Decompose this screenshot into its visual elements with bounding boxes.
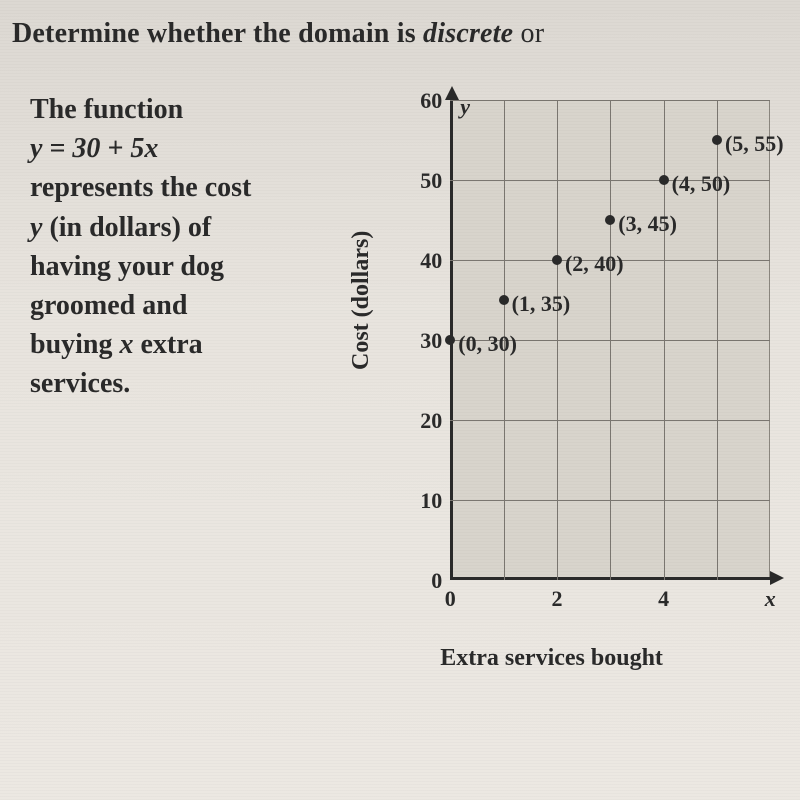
var-y: y	[30, 212, 42, 243]
problem-line-5: having your dog	[30, 247, 350, 286]
y-tick-label: 30	[402, 328, 442, 354]
problem-text: The function y = 30 + 5x represents the …	[12, 90, 350, 670]
y-tick-label: 20	[402, 408, 442, 434]
question-or: or	[513, 18, 544, 49]
problem-line-3: represents the cost	[30, 168, 350, 207]
x-axis-label: Extra services bought	[440, 645, 663, 672]
y-axis-arrow-icon	[445, 86, 459, 100]
y-tick-label: 50	[402, 168, 442, 194]
problem-equation: y = 30 + 5x	[30, 129, 350, 168]
question-discrete: discrete	[423, 18, 513, 49]
data-point	[605, 215, 615, 225]
question-text: Determine whether the domain is discrete…	[12, 18, 788, 50]
y-tick-label: 40	[402, 248, 442, 274]
data-point	[712, 135, 722, 145]
gridline-v	[610, 100, 611, 580]
data-point	[659, 175, 669, 185]
y-tick-label: 10	[402, 488, 442, 514]
problem-line-7: buying x extra	[30, 325, 350, 364]
data-point-label: (1, 35)	[512, 291, 571, 317]
x-tick-label: 4	[649, 586, 679, 612]
data-point-label: (3, 45)	[618, 211, 677, 237]
x-tick-label: 0	[435, 586, 465, 612]
x-tick-label: 2	[542, 586, 572, 612]
problem-line-4: y (in dollars) of	[30, 208, 350, 247]
y-axis-label: Cost (dollars)	[348, 231, 375, 370]
data-point	[445, 335, 455, 345]
content-row: The function y = 30 + 5x represents the …	[12, 90, 788, 670]
gridline-v	[664, 100, 665, 580]
data-point-label: (4, 50)	[672, 171, 731, 197]
y-axis-letter: y	[460, 94, 470, 120]
y-tick-label: 60	[402, 88, 442, 114]
var-x: x	[120, 329, 134, 360]
data-point-label: (2, 40)	[565, 251, 624, 277]
chart: Cost (dollars) Extra services bought y 0…	[360, 90, 788, 670]
problem-line-6: groomed and	[30, 286, 350, 325]
problem-line-4b: (in dollars) of	[42, 212, 211, 243]
x-axis-arrow-icon	[770, 571, 784, 585]
problem-line-8: services.	[30, 364, 350, 403]
data-point	[552, 255, 562, 265]
plot-area: y 0102030405060024x(0, 30)(1, 35)(2, 40)…	[450, 100, 770, 580]
problem-line-7a: buying	[30, 329, 120, 360]
data-point-label: (0, 30)	[458, 331, 517, 357]
data-point-label: (5, 55)	[725, 131, 784, 157]
problem-line-1: The function	[30, 90, 350, 129]
data-point	[499, 295, 509, 305]
question-prefix: Determine whether the domain is	[12, 18, 423, 49]
x-axis-letter: x	[755, 586, 785, 612]
problem-line-7b: extra	[134, 329, 203, 360]
gridline-v	[557, 100, 558, 580]
